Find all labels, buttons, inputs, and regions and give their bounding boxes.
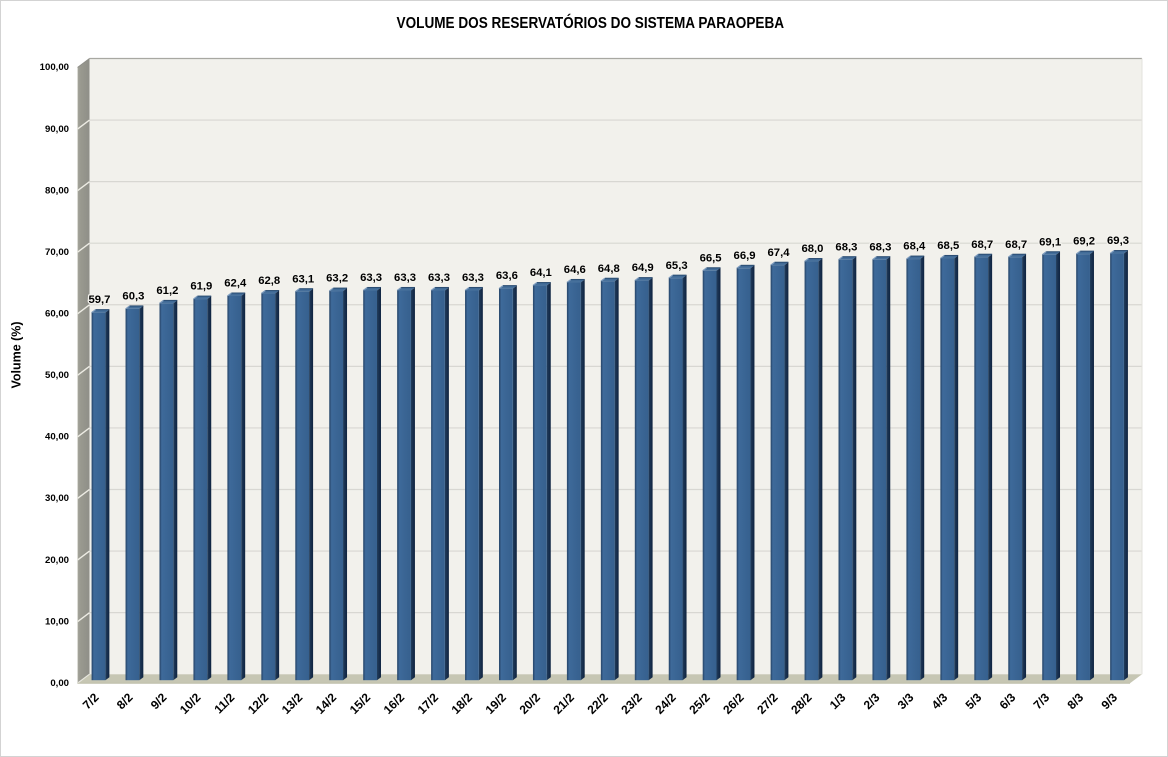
svg-text:68,7: 68,7	[971, 239, 993, 251]
svg-text:10,00: 10,00	[45, 616, 69, 627]
svg-text:64,8: 64,8	[598, 263, 620, 275]
svg-text:62,4: 62,4	[224, 278, 247, 290]
svg-text:68,3: 68,3	[835, 241, 857, 253]
svg-text:66,5: 66,5	[700, 252, 722, 264]
svg-text:63,3: 63,3	[428, 272, 450, 284]
svg-text:68,5: 68,5	[937, 240, 959, 252]
svg-text:65,3: 65,3	[666, 260, 688, 272]
svg-text:63,2: 63,2	[326, 273, 348, 285]
svg-text:90,00: 90,00	[45, 124, 69, 135]
svg-text:63,3: 63,3	[360, 272, 382, 284]
svg-text:66,9: 66,9	[734, 250, 756, 262]
svg-text:68,0: 68,0	[801, 243, 823, 255]
svg-text:68,4: 68,4	[903, 241, 926, 253]
svg-text:63,1: 63,1	[292, 273, 314, 285]
svg-text:63,6: 63,6	[496, 270, 518, 282]
svg-text:68,7: 68,7	[1005, 239, 1027, 251]
svg-text:63,3: 63,3	[462, 272, 484, 284]
svg-text:40,00: 40,00	[45, 432, 69, 443]
svg-text:100,00: 100,00	[40, 62, 69, 73]
svg-text:69,3: 69,3	[1107, 235, 1129, 247]
svg-text:69,2: 69,2	[1073, 236, 1095, 248]
svg-text:20,00: 20,00	[45, 555, 69, 566]
svg-text:61,9: 61,9	[190, 281, 212, 293]
svg-text:30,00: 30,00	[45, 493, 69, 504]
svg-text:0,00: 0,00	[50, 678, 69, 689]
svg-text:63,3: 63,3	[394, 272, 416, 284]
svg-text:64,6: 64,6	[564, 264, 586, 276]
svg-text:67,4: 67,4	[768, 247, 791, 259]
svg-text:64,1: 64,1	[530, 267, 552, 279]
svg-text:61,2: 61,2	[156, 285, 178, 297]
svg-text:VOLUME DOS RESERVATÓRIOS DO SI: VOLUME DOS RESERVATÓRIOS DO SISTEMA PARA…	[397, 13, 785, 32]
svg-text:60,00: 60,00	[45, 308, 69, 319]
svg-text:50,00: 50,00	[45, 370, 69, 381]
svg-text:64,9: 64,9	[632, 262, 654, 274]
svg-text:62,8: 62,8	[258, 275, 280, 287]
svg-text:60,3: 60,3	[122, 291, 144, 303]
svg-text:69,1: 69,1	[1039, 236, 1061, 248]
svg-text:Volume (%): Volume (%)	[10, 322, 24, 389]
svg-text:70,00: 70,00	[45, 247, 69, 258]
svg-text:68,3: 68,3	[869, 241, 891, 253]
svg-text:80,00: 80,00	[45, 185, 69, 196]
svg-text:59,7: 59,7	[88, 294, 110, 306]
